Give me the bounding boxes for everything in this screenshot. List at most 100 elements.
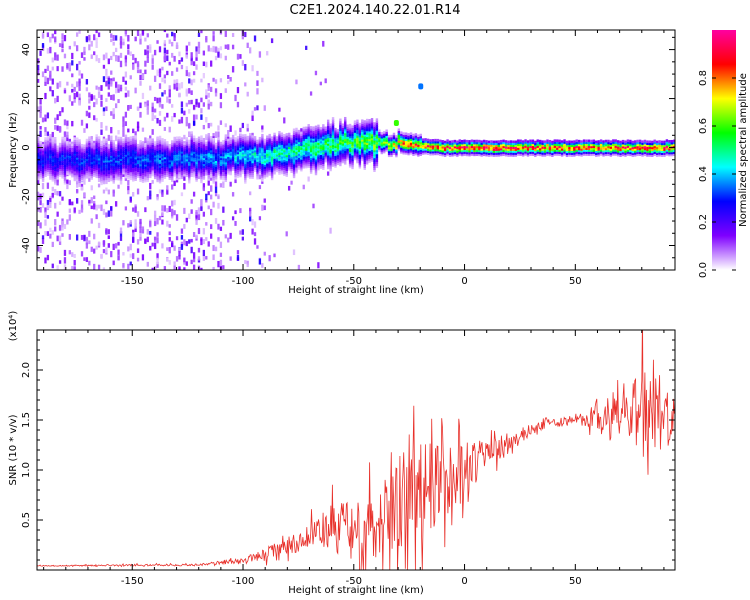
heatmap-cell [175, 140, 179, 143]
heatmap-cell [163, 266, 167, 270]
heatmap-cell [46, 131, 50, 136]
heatmap-cell [434, 140, 437, 144]
heatmap-cell [253, 155, 257, 159]
heatmap-cell [178, 136, 181, 139]
heatmap-cell [75, 81, 79, 88]
heatmap-cell [275, 151, 279, 155]
heatmap-cell [339, 124, 342, 128]
heatmap-cell [85, 148, 89, 152]
heatmap-cell [351, 144, 354, 148]
heatmap-cell [446, 143, 449, 146]
heatmap-cell [195, 138, 198, 141]
heatmap-cell [344, 120, 347, 124]
heatmap-cell [54, 55, 57, 61]
heatmap-cell [214, 142, 218, 146]
heatmap-cell [163, 205, 167, 212]
heatmap-cell [300, 133, 303, 137]
heatmap-cell [93, 154, 96, 158]
heatmap-cell [90, 165, 94, 169]
heatmap-cell [448, 152, 452, 155]
heatmap-cell [329, 227, 332, 234]
heatmap-cell [105, 200, 108, 205]
heatmap-cell [85, 138, 89, 142]
heatmap-cell [158, 139, 162, 143]
heatmap-cell [261, 204, 264, 211]
heatmap-cell [61, 162, 64, 165]
heatmap-cell [197, 207, 201, 212]
heatmap-cell [324, 132, 327, 136]
heatmap-cell [49, 161, 52, 165]
heatmap-cell [66, 160, 69, 164]
heatmap-cell [538, 139, 542, 143]
heatmap-cell [344, 116, 347, 120]
heatmap-cell [339, 145, 342, 149]
heatmap-cell [200, 151, 203, 154]
heatmap-cell [236, 167, 240, 170]
heatmap-cell [37, 159, 40, 163]
heatmap-cell [110, 164, 113, 168]
heatmap-cell [161, 151, 164, 155]
heatmap-cell [446, 139, 449, 142]
heatmap-cell [127, 246, 130, 252]
heatmap-cell [341, 139, 345, 142]
heatmap-cell [134, 178, 137, 181]
heatmap-cell [56, 149, 59, 153]
heatmap-cell [66, 166, 69, 170]
heatmap-cell [180, 143, 184, 146]
heatmap-cell [44, 158, 47, 162]
heatmap-cell [280, 171, 284, 175]
heatmap-cell [49, 173, 52, 176]
heatmap-cell [139, 236, 142, 241]
heatmap-cell [412, 145, 415, 149]
heatmap-cell [290, 162, 293, 166]
heatmap-cell [44, 152, 47, 156]
heatmap-cell [175, 146, 179, 149]
heatmap-cell [90, 143, 94, 147]
heatmap-cell [214, 246, 218, 252]
heatmap-cell [509, 146, 513, 149]
heatmap-cell [283, 169, 286, 172]
heatmap-cell [90, 246, 93, 252]
heatmap-cell [107, 189, 110, 195]
heatmap-cell [112, 34, 115, 41]
heatmap-cell [368, 130, 371, 134]
heatmap-cell [531, 139, 535, 143]
heatmap-cell [107, 159, 111, 163]
heatmap-cell [37, 144, 40, 147]
heatmap-cell [412, 137, 415, 141]
heatmap-cell [73, 139, 76, 142]
heatmap-cell [190, 137, 193, 140]
heatmap-cell [495, 146, 498, 149]
heatmap-cell [348, 133, 352, 137]
heatmap-cell [236, 139, 240, 143]
heatmap-cell [499, 141, 503, 145]
heatmap-cell [365, 150, 369, 153]
heatmap-cell [358, 165, 362, 169]
heatmap-cell [112, 51, 115, 57]
heatmap-cell [129, 173, 132, 177]
heatmap-cell [465, 151, 469, 155]
heatmap-cell [90, 185, 93, 191]
heatmap-cell [158, 119, 162, 126]
heatmap-cell [83, 148, 86, 151]
heatmap-cell [256, 163, 259, 166]
heatmap-cell [253, 159, 257, 163]
heatmap-cell [344, 156, 347, 159]
heatmap-cell [278, 154, 281, 158]
heatmap-cell [46, 149, 50, 153]
heatmap-cell [146, 103, 149, 111]
heatmap-cell [66, 147, 69, 150]
heatmap-cell [163, 170, 167, 173]
heatmap-cell [348, 125, 352, 129]
heatmap-cell [502, 151, 505, 154]
heatmap-cell [565, 144, 569, 148]
heatmap-cell [273, 148, 276, 151]
heatmap-cell [49, 171, 52, 174]
heatmap-cell [63, 160, 67, 164]
heatmap-cell [314, 164, 318, 168]
heatmap-cell [521, 152, 525, 155]
heatmap-cell [275, 138, 279, 141]
heatmap-cell [244, 165, 247, 168]
heatmap-cell [363, 157, 366, 161]
heatmap-cell [509, 142, 513, 145]
